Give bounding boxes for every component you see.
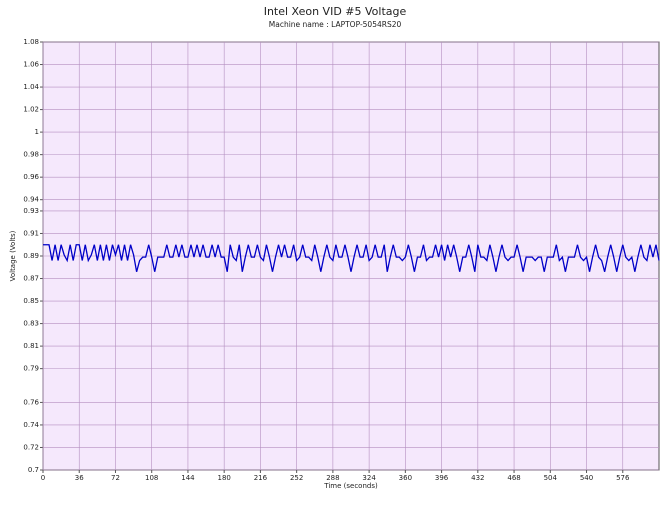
y-tick-label: 0.87 xyxy=(23,275,39,283)
y-tick-label: 0.79 xyxy=(23,365,39,373)
y-tick-label: 0.72 xyxy=(23,443,39,451)
y-tick-label: 0.96 xyxy=(23,173,39,181)
y-tick-label: 1 xyxy=(35,128,39,136)
y-tick-label: 0.91 xyxy=(23,229,39,237)
y-tick-label: 0.85 xyxy=(23,297,39,305)
x-tick-label: 432 xyxy=(471,474,484,482)
x-tick-label: 180 xyxy=(217,474,230,482)
y-tick-label: 0.83 xyxy=(23,320,39,328)
x-tick-label: 108 xyxy=(145,474,158,482)
y-tick-label: 0.89 xyxy=(23,252,39,260)
x-tick-label: 396 xyxy=(435,474,449,482)
y-tick-label: 1.06 xyxy=(23,61,39,69)
y-tick-label: 0.93 xyxy=(23,207,39,215)
data-line xyxy=(43,244,660,272)
x-tick-label: 540 xyxy=(580,474,593,482)
x-tick-label: 36 xyxy=(75,474,84,482)
y-axis-label: Voltage (Volts) xyxy=(9,230,17,281)
x-tick-label: 252 xyxy=(290,474,303,482)
chart-subtitle: Machine name : LAPTOP-5054RS20 xyxy=(269,20,402,29)
y-tick-label: 0.94 xyxy=(23,196,39,204)
y-tick-label: 1.08 xyxy=(23,38,39,46)
y-tick-label: 0.74 xyxy=(23,421,39,429)
x-axis-label: Time (seconds) xyxy=(323,482,378,490)
y-tick-label: 0.81 xyxy=(23,342,39,350)
y-tick-label: 1.04 xyxy=(23,83,39,91)
x-tick-label: 468 xyxy=(507,474,520,482)
x-tick-label: 0 xyxy=(41,474,45,482)
x-tick-label: 504 xyxy=(544,474,558,482)
x-tick-label: 576 xyxy=(616,474,630,482)
y-tick-label: 1.02 xyxy=(23,106,39,114)
y-tick-label: 0.7 xyxy=(28,466,39,474)
x-tick-label: 72 xyxy=(111,474,120,482)
y-tick-label: 0.98 xyxy=(23,151,39,159)
x-tick-label: 144 xyxy=(181,474,195,482)
x-tick-label: 360 xyxy=(399,474,412,482)
chart-title: Intel Xeon VID #5 Voltage xyxy=(264,5,407,18)
x-tick-label: 288 xyxy=(326,474,339,482)
x-tick-label: 216 xyxy=(254,474,268,482)
x-tick-label: 324 xyxy=(362,474,376,482)
y-tick-label: 0.76 xyxy=(23,398,39,406)
